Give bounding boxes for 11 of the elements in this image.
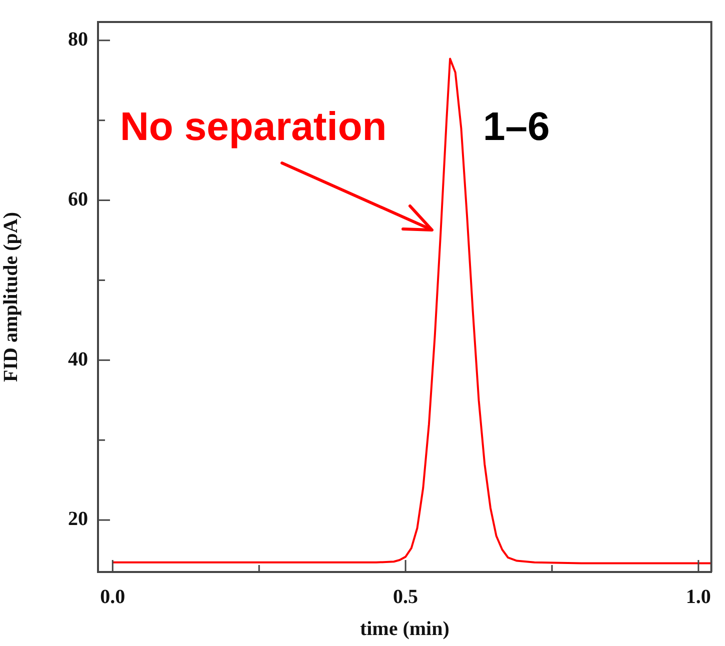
y-tick-label: 80 [68,28,88,51]
x-tick-label: 1.0 [686,586,711,608]
annotation: 1–6 [483,105,550,149]
y-tick-label: 40 [68,348,88,370]
x-axis-title: time (min) [360,618,450,640]
y-tick-label: 60 [68,188,88,210]
y-tick-label: 20 [68,508,88,530]
annotation: No separation [120,105,387,149]
x-tick-label: 0.5 [393,586,418,608]
y-axis-title: FID amplitude (pA) [0,212,22,382]
x-tick-label: 0.0 [100,586,126,608]
